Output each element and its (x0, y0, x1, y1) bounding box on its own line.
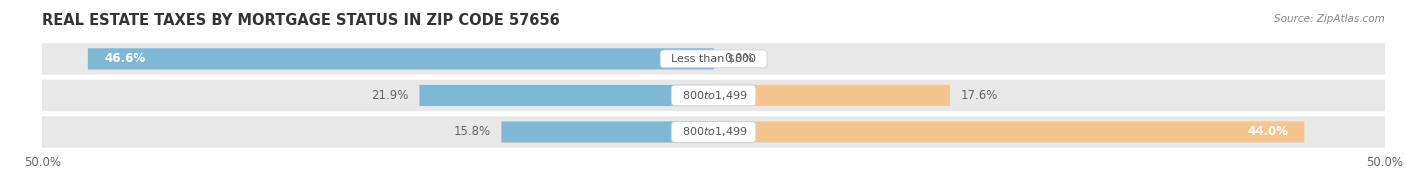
Text: 0.0%: 0.0% (724, 52, 754, 65)
FancyBboxPatch shape (41, 80, 1386, 111)
Text: Less than $800: Less than $800 (664, 54, 763, 64)
Text: Source: ZipAtlas.com: Source: ZipAtlas.com (1274, 14, 1385, 24)
FancyBboxPatch shape (41, 43, 1386, 75)
Text: 46.6%: 46.6% (104, 52, 145, 65)
FancyBboxPatch shape (713, 85, 950, 106)
Text: 15.8%: 15.8% (454, 126, 491, 138)
FancyBboxPatch shape (502, 121, 713, 143)
Text: $800 to $1,499: $800 to $1,499 (675, 126, 752, 138)
Text: 44.0%: 44.0% (1247, 126, 1288, 138)
FancyBboxPatch shape (41, 116, 1386, 148)
Text: 17.6%: 17.6% (960, 89, 998, 102)
Text: REAL ESTATE TAXES BY MORTGAGE STATUS IN ZIP CODE 57656: REAL ESTATE TAXES BY MORTGAGE STATUS IN … (42, 13, 560, 28)
Text: $800 to $1,499: $800 to $1,499 (675, 89, 752, 102)
FancyBboxPatch shape (87, 48, 713, 69)
FancyBboxPatch shape (419, 85, 713, 106)
FancyBboxPatch shape (713, 121, 1305, 143)
Text: 21.9%: 21.9% (371, 89, 409, 102)
